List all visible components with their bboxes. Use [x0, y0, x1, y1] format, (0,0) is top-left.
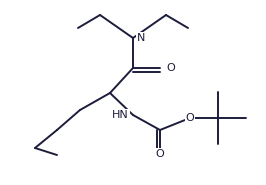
Text: O: O — [186, 113, 194, 123]
Text: O: O — [166, 63, 175, 73]
Text: HN: HN — [112, 110, 129, 120]
Text: O: O — [156, 149, 164, 159]
Text: N: N — [137, 33, 146, 43]
